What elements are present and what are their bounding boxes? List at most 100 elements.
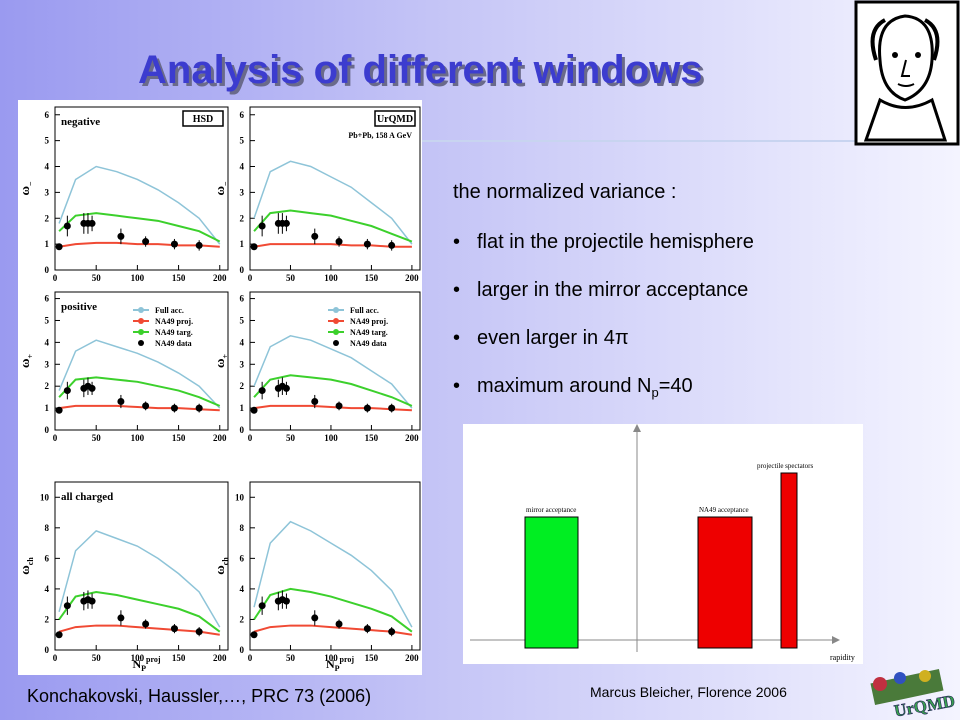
y-tick-label: 6 (45, 110, 50, 120)
y-axis-label: ω+ (212, 354, 230, 369)
series-line (58, 241, 220, 248)
y-tick-label: 0 (240, 425, 245, 435)
y-axis-label: ω+ (17, 354, 35, 369)
x-tick-label: 200 (213, 653, 227, 663)
x-tick-label: 100 (324, 433, 338, 443)
y-axis-label-main: ω (212, 359, 227, 369)
bullet-dot: • (453, 375, 461, 397)
legend-label: NA49 targ. (155, 328, 193, 337)
x-tick-label: 150 (172, 433, 186, 443)
y-tick-label: 1 (240, 239, 245, 249)
bullet-dot: • (453, 231, 461, 253)
series-line (58, 624, 220, 636)
panel-frame (249, 106, 421, 271)
legend-label: NA49 proj. (350, 317, 388, 326)
x-tick-label: 100 (131, 273, 145, 283)
legend-label: NA49 data (350, 339, 387, 348)
y-tick-label: 0 (45, 425, 50, 435)
y-tick-label: 2 (240, 381, 245, 391)
system-label: Pb+Pb, 158 A GeV (348, 131, 412, 140)
y-tick-label: 2 (240, 213, 245, 223)
y-tick-label: 6 (240, 110, 245, 120)
bullet-dot: • (453, 327, 461, 349)
x-tick-label: 100 (324, 653, 338, 663)
model-label: HSD (193, 114, 214, 125)
data-point (63, 387, 71, 395)
legend-label: Full acc. (155, 306, 184, 315)
x-axis-label: NPproj (132, 655, 160, 673)
citation: Konchakovski, Haussler,…, PRC 73 (2006) (27, 686, 372, 706)
y-tick-label: 0 (240, 645, 245, 655)
bullet: • flat in the projectile hemisphere (453, 231, 754, 254)
series-line (58, 590, 221, 633)
y-tick-label: 8 (45, 523, 50, 533)
data-point (363, 404, 371, 412)
y-axis-label-main: ω (17, 359, 32, 369)
x-tick-label: 50 (286, 653, 296, 663)
y-tick-label: 5 (45, 136, 50, 146)
y-axis-label-sub: + (26, 354, 35, 359)
y-tick-label: 0 (45, 265, 50, 275)
data-point (55, 406, 63, 414)
series-line (58, 404, 220, 412)
series-line (58, 376, 221, 407)
y-tick-label: 6 (45, 294, 50, 304)
series-line (253, 587, 413, 633)
bullet-dot: • (453, 279, 461, 301)
panel-frame (54, 106, 229, 271)
bullet-text: flat in the projectile hemisphere (477, 231, 754, 253)
x-tick-label: 200 (405, 273, 419, 283)
series-line (58, 339, 221, 409)
slide-title: Analysis of different windows (138, 48, 703, 92)
panel: 0 1 2 3 4 5 6 0 50 100 150 200 positive Full acc. NA49… (17, 291, 229, 443)
data-point (311, 232, 319, 240)
data-point (63, 602, 71, 610)
data-point (282, 597, 290, 605)
series-line (253, 404, 412, 412)
x-tick-label: 0 (53, 433, 58, 443)
y-tick-label: 4 (45, 162, 50, 172)
series-line (253, 335, 413, 409)
x-tick-label: 50 (92, 653, 102, 663)
y-tick-label: 5 (240, 136, 245, 146)
x-tick-label: 150 (365, 433, 379, 443)
data-point (88, 597, 96, 605)
x-tick-label: 100 (131, 653, 145, 663)
bullet: • even larger in 4π (453, 327, 629, 350)
y-axis-label-sub: + (221, 354, 230, 359)
y-axis-label-sub: ch (26, 557, 35, 566)
y-axis-label-sub: ch (221, 557, 230, 566)
bullet-sub: p (651, 385, 659, 400)
data-point (195, 404, 203, 412)
bullet-text: even larger in 4π (477, 327, 629, 349)
diagram-label: projectile spectators (757, 462, 813, 470)
y-axis-label-main: ω (17, 186, 32, 196)
series-line (253, 624, 413, 636)
data-point (63, 222, 71, 230)
data-point (258, 387, 266, 395)
bullet: • maximum around Np=40 (453, 375, 693, 400)
legend-label: Full acc. (350, 306, 379, 315)
series-line (58, 165, 221, 245)
legend-swatch (333, 340, 339, 346)
data-point (282, 219, 290, 227)
x-axis-label-sub: P (335, 664, 340, 673)
y-tick-label: 4 (240, 162, 245, 172)
bullet-text: maximum around N (477, 375, 652, 397)
data-point (335, 238, 343, 246)
data-point (88, 219, 96, 227)
data-point (195, 628, 203, 636)
y-axis-label-main: ω (17, 565, 32, 575)
legend-swatch (138, 318, 144, 324)
legend-label: NA49 data (155, 339, 192, 348)
legend-swatch (333, 318, 339, 324)
y-axis-label: ωch (212, 557, 230, 575)
row-label: all charged (61, 491, 113, 503)
x-tick-label: 0 (248, 273, 253, 283)
x-tick-label: 0 (53, 273, 58, 283)
y-tick-label: 0 (45, 645, 50, 655)
y-tick-label: 3 (45, 187, 50, 197)
y-tick-label: 0 (240, 265, 245, 275)
data-point (388, 404, 396, 412)
